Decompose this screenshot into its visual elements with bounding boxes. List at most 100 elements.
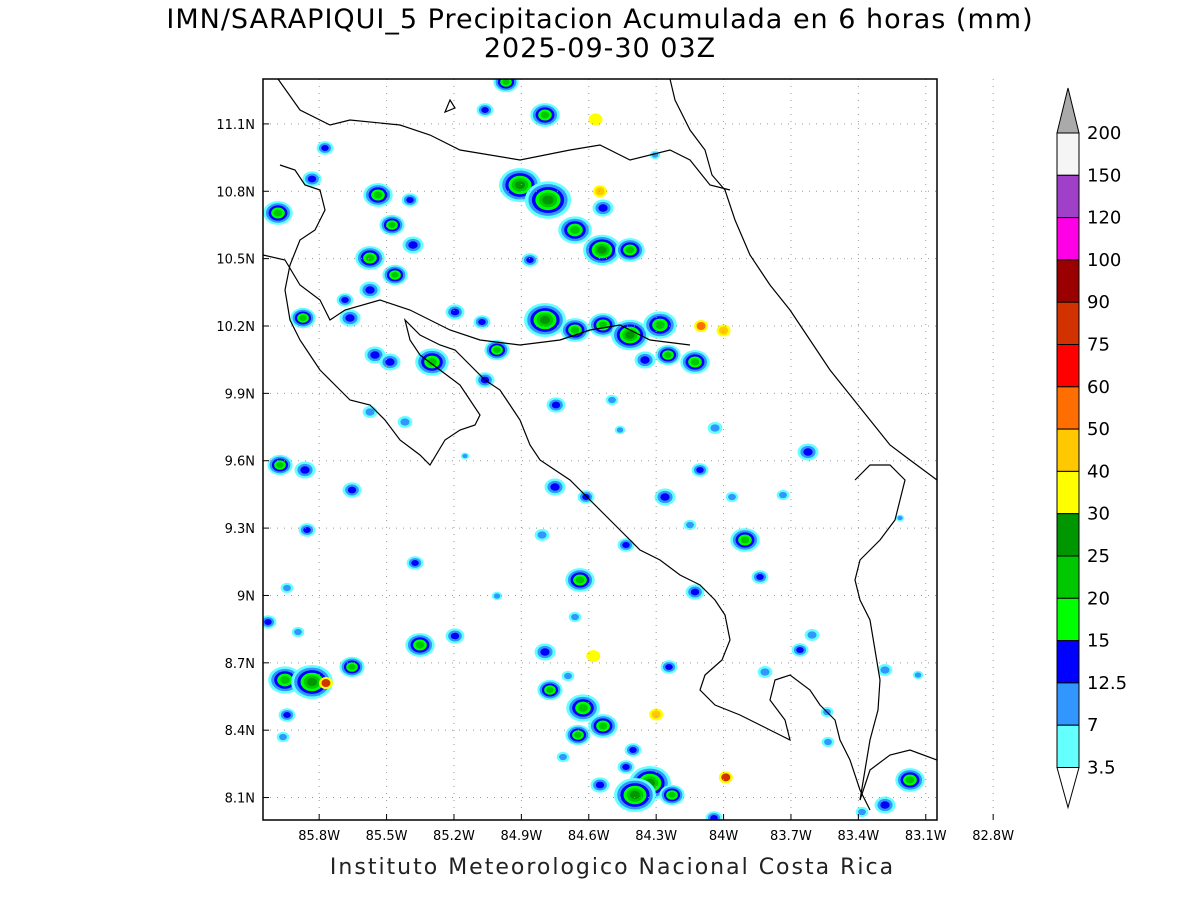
precipitation-contours [263, 79, 925, 820]
precip-contour [373, 191, 383, 199]
colorbar-label: 75 [1087, 335, 1110, 356]
precip-contour [710, 424, 720, 432]
colorbar-label: 60 [1087, 377, 1110, 398]
colorbar-label: 15 [1087, 631, 1110, 652]
precip-contour [710, 814, 718, 820]
precip-contour [408, 241, 418, 249]
lon-tick-label: 83.1W [905, 829, 947, 844]
colorbar-segment [1056, 344, 1080, 388]
lat-tick-label: 8.1N [225, 792, 255, 807]
precip-contour [537, 531, 547, 539]
precip-contour [570, 326, 580, 334]
precip-contour [294, 628, 302, 636]
precip-contour [728, 493, 736, 501]
precip-core-max [721, 773, 731, 782]
precip-contour [388, 222, 396, 228]
precip-contour [299, 315, 307, 321]
precip-contour [502, 79, 510, 85]
precip-contour [622, 541, 630, 549]
precip-contour [283, 584, 291, 592]
precip-contour [807, 631, 817, 639]
colorbar-label: 100 [1087, 250, 1121, 271]
lon-tick-label: 84.9W [500, 829, 542, 844]
precip-contour [665, 663, 673, 671]
colorbar-segment [1056, 386, 1080, 430]
precip-contour [550, 483, 560, 491]
precip-contour [858, 808, 866, 816]
precip-contour [540, 111, 550, 119]
precip-contour [564, 672, 572, 680]
precip-contour [273, 209, 283, 217]
precip-contour [824, 738, 832, 746]
precip-contour [303, 526, 311, 534]
lat-tick-label: 9N [237, 589, 255, 604]
precip-contour [629, 790, 641, 800]
precip-contour [347, 486, 357, 494]
precip-contour [526, 256, 534, 264]
precip-contour [655, 321, 665, 329]
precip-contour [696, 466, 704, 474]
precip-contour [598, 204, 608, 212]
latitude-tick-labels: 11.1N 10.8N 10.5N 10.2N 9.9N 9.6N 9.3N 9N 8.7N 8.… [216, 118, 255, 807]
precip-contour [279, 733, 287, 741]
precip-contour [779, 491, 787, 499]
precip-contour [575, 576, 585, 584]
colorbar-segment [1056, 555, 1080, 599]
precip-contour [686, 521, 694, 529]
colorbar-segment [1056, 682, 1080, 726]
coastline-borders [263, 79, 937, 811]
lat-tick-label: 10.8N [216, 185, 255, 200]
lon-tick-label: 84.3W [635, 829, 677, 844]
colorbar-segment [1056, 301, 1080, 346]
map-frame [262, 78, 938, 821]
precip-contour [450, 308, 460, 316]
precip-contour [540, 648, 550, 656]
lon-tick-label: 85.2W [433, 829, 475, 844]
lon-tick-label: 84W [709, 829, 739, 844]
north-coast [277, 79, 731, 191]
precip-contour [664, 352, 672, 358]
precip-contour [280, 676, 290, 684]
precip-contour [740, 536, 750, 544]
lat-tick-label: 8.7N [225, 657, 255, 672]
lat-tick-label: 8.4N [225, 724, 255, 739]
colorbar-label: 90 [1087, 292, 1110, 313]
precip-contour [300, 466, 310, 474]
precip-contour [415, 641, 425, 649]
precip-contour [370, 351, 380, 359]
colorbar-label: 200 [1087, 123, 1121, 144]
lon-tick-label: 83.7W [770, 829, 812, 844]
precipitation-colorbar: 200 150 120 100 90 75 60 50 40 30 25 20 15 12.5 7 3.5 [1056, 87, 1127, 810]
precip-contour [365, 254, 375, 262]
nicaragua-lake-shore [443, 98, 456, 114]
colorbar-segment [1056, 174, 1080, 219]
lon-tick-label: 85.8W [298, 829, 340, 844]
colorbar-bottom-arrow [1056, 767, 1080, 810]
precip-contour [668, 792, 676, 798]
precip-contour [625, 331, 635, 339]
precip-contour [559, 753, 567, 761]
nicaragua-border [263, 254, 691, 346]
footer-credit: Instituto Meteorologico Nacional Costa R… [329, 855, 896, 880]
precip-contour [493, 347, 501, 353]
precip-contour [348, 664, 356, 670]
precip-contour [796, 646, 804, 654]
colorbar-label: 50 [1087, 419, 1110, 440]
precip-contour [307, 175, 317, 183]
caribbean-coast [669, 79, 937, 481]
colorbar-label: 30 [1087, 504, 1110, 525]
precip-contour [905, 776, 915, 784]
lat-tick-label: 9.6N [225, 455, 255, 470]
precip-contour [462, 453, 468, 459]
lat-lon-grid [263, 79, 994, 820]
precip-contour [546, 687, 554, 693]
precip-contour [616, 427, 624, 433]
lon-tick-label: 84.6W [568, 829, 610, 844]
precip-contour [625, 246, 635, 254]
precip-contour [551, 401, 561, 409]
pacific-coast-nicoya [279, 164, 871, 811]
colorbar-label: 12.5 [1087, 673, 1127, 694]
colorbar-segment [1056, 217, 1080, 261]
colorbar-segment [1056, 259, 1080, 303]
